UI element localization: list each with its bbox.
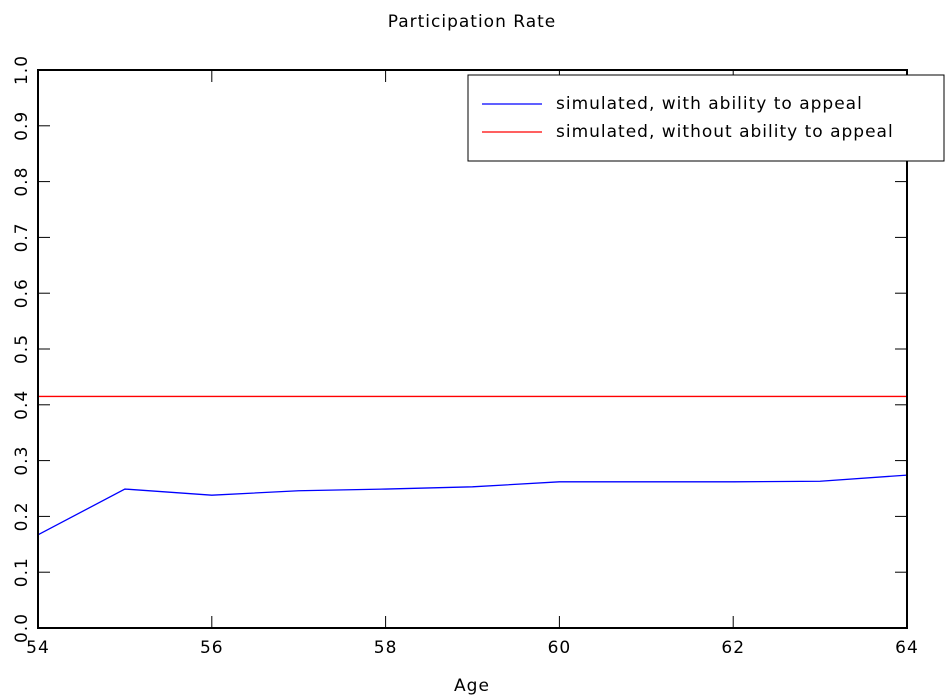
y-tick-label: 0.7: [12, 222, 32, 252]
x-tick-label: 56: [200, 638, 224, 658]
y-tick-label: 0.0: [12, 613, 32, 643]
legend-label: simulated, with ability to appeal: [556, 94, 863, 114]
y-tick-label: 0.2: [12, 501, 32, 531]
y-tick-label: 0.9: [12, 111, 32, 141]
y-tick-label: 0.6: [12, 278, 32, 308]
chart-title: Participation Rate: [388, 12, 557, 32]
y-tick-label: 0.1: [12, 557, 32, 587]
plot-frame: [37, 69, 908, 629]
data-line: [37, 474, 908, 536]
y-tick-label: 1.0: [12, 55, 32, 85]
y-tick-label: 0.8: [12, 167, 32, 197]
legend-box: [467, 74, 945, 162]
x-axis-label: Age: [454, 676, 490, 696]
legend-label: simulated, without ability to appeal: [556, 122, 894, 142]
x-tick-label: 64: [895, 638, 919, 658]
x-tick-label: 58: [374, 638, 398, 658]
y-tick-label: 0.5: [12, 334, 32, 364]
y-tick-label: 0.4: [12, 390, 32, 420]
x-tick-label: 60: [548, 638, 572, 658]
x-tick-label: 62: [721, 638, 745, 658]
x-tick-label: 54: [26, 638, 50, 658]
y-tick-label: 0.3: [12, 446, 32, 476]
